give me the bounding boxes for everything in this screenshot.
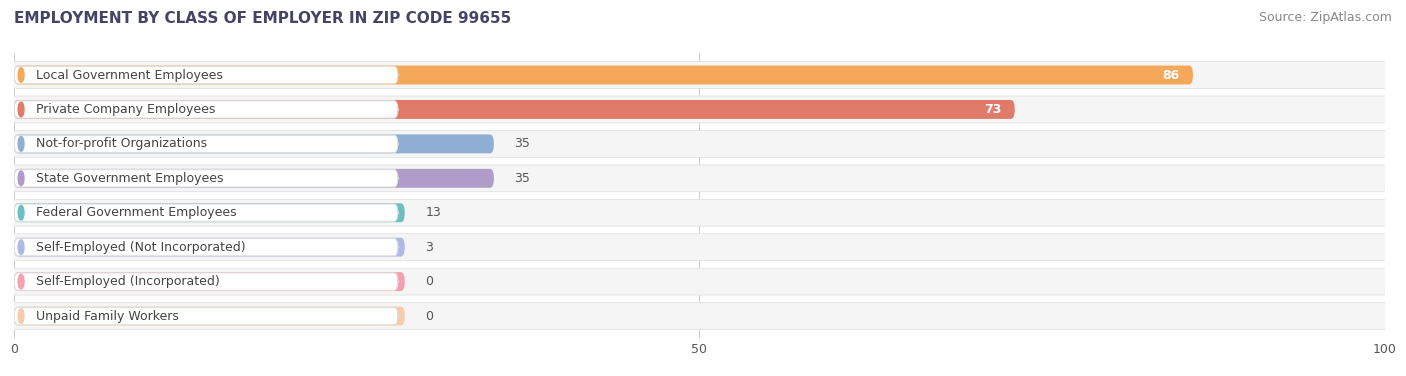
FancyBboxPatch shape — [14, 203, 405, 222]
Text: Federal Government Employees: Federal Government Employees — [37, 206, 238, 219]
Text: 86: 86 — [1161, 68, 1180, 82]
Text: 35: 35 — [515, 137, 530, 150]
Text: 3: 3 — [425, 241, 433, 254]
Text: 0: 0 — [425, 275, 433, 288]
Text: 13: 13 — [425, 206, 441, 219]
Circle shape — [18, 309, 24, 323]
Circle shape — [18, 102, 24, 117]
FancyBboxPatch shape — [0, 199, 1399, 226]
Text: 0: 0 — [425, 309, 433, 323]
FancyBboxPatch shape — [14, 100, 1015, 119]
Text: 73: 73 — [984, 103, 1001, 116]
Text: Source: ZipAtlas.com: Source: ZipAtlas.com — [1258, 11, 1392, 24]
FancyBboxPatch shape — [0, 130, 1399, 157]
FancyBboxPatch shape — [14, 272, 405, 291]
Text: Self-Employed (Incorporated): Self-Employed (Incorporated) — [37, 275, 221, 288]
FancyBboxPatch shape — [0, 234, 1399, 261]
FancyBboxPatch shape — [0, 165, 1399, 192]
Circle shape — [18, 240, 24, 255]
FancyBboxPatch shape — [14, 169, 494, 188]
Text: Private Company Employees: Private Company Employees — [37, 103, 215, 116]
FancyBboxPatch shape — [14, 307, 398, 325]
Text: 35: 35 — [515, 172, 530, 185]
FancyBboxPatch shape — [14, 204, 398, 221]
Text: Local Government Employees: Local Government Employees — [37, 68, 224, 82]
FancyBboxPatch shape — [14, 135, 398, 153]
FancyBboxPatch shape — [14, 101, 398, 118]
FancyBboxPatch shape — [0, 303, 1399, 329]
FancyBboxPatch shape — [0, 62, 1399, 88]
FancyBboxPatch shape — [14, 134, 494, 153]
Text: Unpaid Family Workers: Unpaid Family Workers — [37, 309, 179, 323]
Circle shape — [18, 205, 24, 220]
Text: EMPLOYMENT BY CLASS OF EMPLOYER IN ZIP CODE 99655: EMPLOYMENT BY CLASS OF EMPLOYER IN ZIP C… — [14, 11, 512, 26]
FancyBboxPatch shape — [0, 268, 1399, 295]
FancyBboxPatch shape — [14, 238, 405, 257]
FancyBboxPatch shape — [14, 66, 398, 84]
Circle shape — [18, 274, 24, 289]
FancyBboxPatch shape — [14, 65, 1192, 85]
Text: Self-Employed (Not Incorporated): Self-Employed (Not Incorporated) — [37, 241, 246, 254]
FancyBboxPatch shape — [0, 96, 1399, 123]
Circle shape — [18, 136, 24, 151]
FancyBboxPatch shape — [14, 238, 398, 256]
Circle shape — [18, 171, 24, 186]
Circle shape — [18, 68, 24, 82]
FancyBboxPatch shape — [14, 273, 398, 290]
Text: State Government Employees: State Government Employees — [37, 172, 224, 185]
Text: Not-for-profit Organizations: Not-for-profit Organizations — [37, 137, 208, 150]
FancyBboxPatch shape — [14, 170, 398, 187]
FancyBboxPatch shape — [14, 306, 405, 326]
